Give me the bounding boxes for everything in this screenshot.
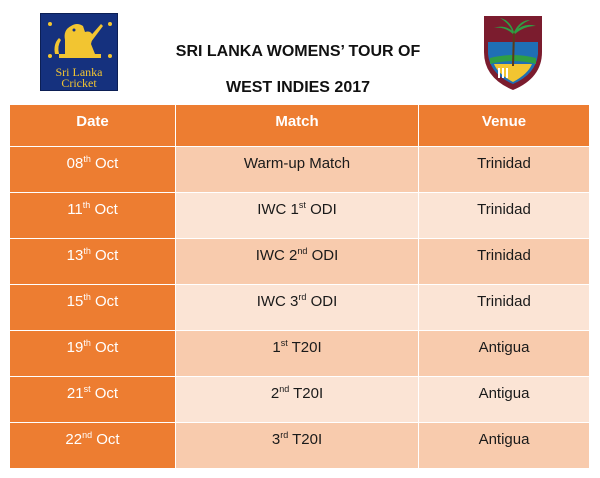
table-row: 11th Oct IWC 1st ODI Trinidad: [9, 192, 590, 239]
date-cell: 22nd Oct: [9, 422, 176, 469]
date-cell: 21st Oct: [9, 376, 176, 423]
venue-cell: Antigua: [418, 422, 590, 469]
venue-cell: Antigua: [418, 376, 590, 423]
date-cell: 13th Oct: [9, 238, 176, 285]
venue-cell: Trinidad: [418, 192, 590, 239]
table-row: 08th Oct Warm-up Match Trinidad: [9, 146, 590, 193]
match-cell: 2nd T20I: [175, 376, 419, 423]
schedule-table: Date Match Venue 08th Oct Warm-up Match …: [9, 104, 590, 469]
logo-text-line2: Cricket: [61, 76, 97, 90]
match-cell: 3rd T20I: [175, 422, 419, 469]
column-header-date: Date: [9, 104, 176, 147]
column-header-match: Match: [175, 104, 419, 147]
west-indies-cricket-logo: [478, 12, 548, 92]
venue-cell: Trinidad: [418, 146, 590, 193]
table-row: 22nd Oct 3rd T20I Antigua: [9, 422, 590, 469]
date-cell: 15th Oct: [9, 284, 176, 331]
match-cell: IWC 1st ODI: [175, 192, 419, 239]
table-row: 13th Oct IWC 2nd ODI Trinidad: [9, 238, 590, 285]
date-cell: 11th Oct: [9, 192, 176, 239]
date-cell: 19th Oct: [9, 330, 176, 377]
table-row: 15th Oct IWC 3rd ODI Trinidad: [9, 284, 590, 331]
page-title-line2: WEST INDIES 2017: [225, 79, 371, 96]
page-title-line1: SRI LANKA WOMENS’ TOUR OF: [175, 43, 421, 60]
sri-lanka-cricket-logo: Sri Lanka Cricket: [40, 13, 118, 91]
lion-icon: [48, 22, 112, 58]
venue-cell: Trinidad: [418, 284, 590, 331]
venue-cell: Antigua: [418, 330, 590, 377]
table-row: 19th Oct 1st T20I Antigua: [9, 330, 590, 377]
table-header-row: Date Match Venue: [9, 104, 590, 147]
match-cell: Warm-up Match: [175, 146, 419, 193]
date-cell: 08th Oct: [9, 146, 176, 193]
logo-text-line1: Sri Lanka: [55, 65, 103, 79]
match-cell: IWC 3rd ODI: [175, 284, 419, 331]
match-cell: 1st T20I: [175, 330, 419, 377]
venue-cell: Trinidad: [418, 238, 590, 285]
column-header-venue: Venue: [418, 104, 590, 147]
match-cell: IWC 2nd ODI: [175, 238, 419, 285]
table-row: 21st Oct 2nd T20I Antigua: [9, 376, 590, 423]
